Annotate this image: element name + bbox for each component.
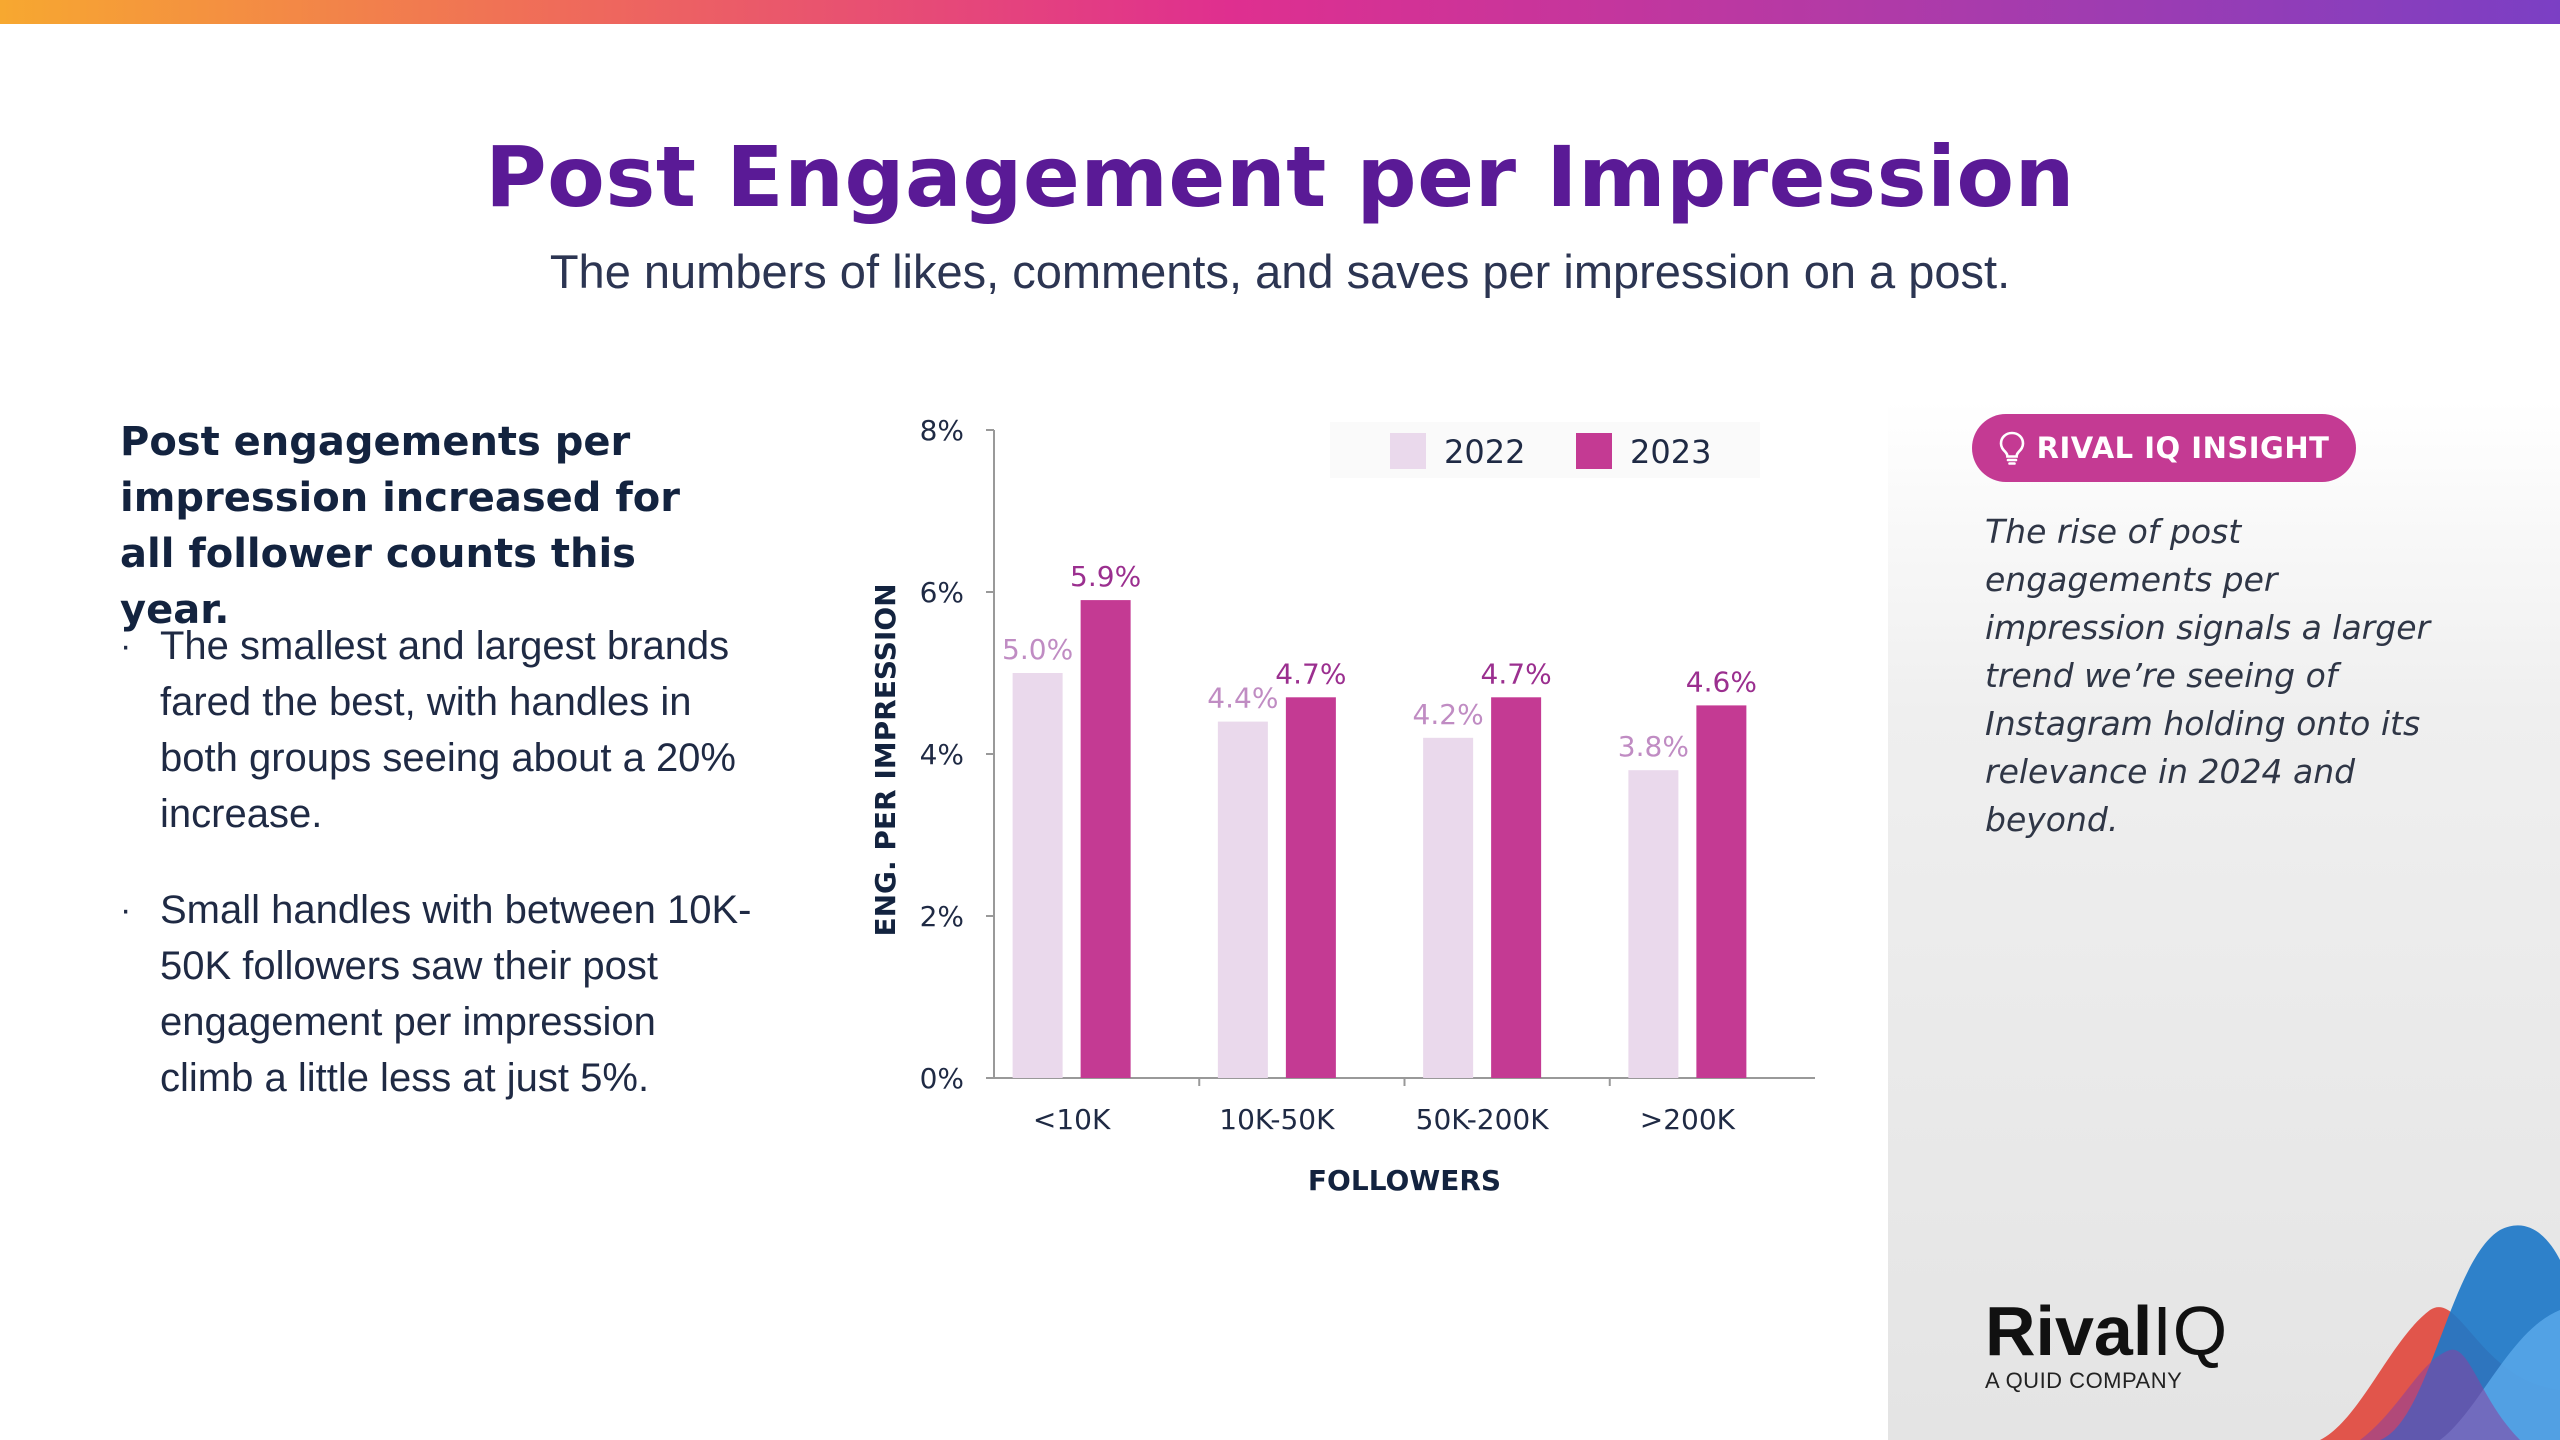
bar-2023 — [1696, 705, 1747, 1078]
logo-word-rival: Rival — [1985, 1292, 2153, 1370]
page-title: Post Engagement per Impression — [485, 128, 2075, 226]
bar-2022 — [1628, 770, 1679, 1078]
page-subtitle: The numbers of likes, comments, and save… — [549, 245, 2011, 298]
insight-panel-background — [1888, 400, 2560, 1440]
bullet-text: The smallest and largest brands fared th… — [160, 624, 736, 836]
legend-swatch-2023 — [1576, 433, 1612, 469]
lightbulb-icon — [1999, 431, 2024, 465]
x-tick-label: <10K — [1033, 1103, 1111, 1136]
insight-text: The rise of post engagements per impress… — [1985, 512, 2431, 839]
logo-wordmark: RivalIQ — [1985, 1296, 2285, 1366]
data-label-2023: 5.9% — [1070, 560, 1141, 593]
logo-word-iq: IQ — [2152, 1292, 2229, 1370]
legend-label-2022: 2022 — [1444, 433, 1525, 471]
insight-badge: RIVAL IQ INSIGHT — [1972, 414, 2356, 482]
data-label-2022: 5.0% — [1002, 633, 1073, 666]
y-tick-label: 8% — [920, 414, 964, 447]
x-tick-label: 50K-200K — [1416, 1103, 1550, 1136]
y-tick-label: 4% — [920, 738, 964, 771]
decorative-waves-icon — [2320, 1225, 2560, 1440]
x-tick-label: 10K-50K — [1219, 1103, 1335, 1136]
legend-swatch-2022 — [1390, 433, 1426, 469]
x-tick-label: >200K — [1640, 1103, 1736, 1136]
x-axis-label: FOLLOWERS — [1308, 1164, 1501, 1197]
y-tick-label: 2% — [920, 900, 964, 933]
bullet-item: · Small handles with between 10K-50K fol… — [120, 882, 760, 1106]
top-gradient-bar — [0, 0, 2560, 24]
bullet-dot-icon: · — [120, 891, 132, 929]
summary-heading: Post engagements per impression increase… — [120, 419, 680, 633]
data-label-2023: 4.6% — [1686, 665, 1757, 698]
y-tick-label: 0% — [920, 1062, 964, 1095]
bullet-item: · The smallest and largest brands fared … — [120, 618, 760, 842]
data-label-2023: 4.7% — [1275, 657, 1346, 690]
summary-bullets: · The smallest and largest brands fared … — [120, 618, 760, 1146]
bullet-text: Small handles with between 10K-50K follo… — [160, 888, 752, 1100]
data-label-2022: 4.2% — [1413, 698, 1484, 731]
legend-label-2023: 2023 — [1630, 433, 1711, 471]
bar-2023 — [1080, 600, 1131, 1078]
data-label-2022: 4.4% — [1207, 682, 1278, 715]
data-label-2023: 4.7% — [1481, 657, 1552, 690]
rival-iq-logo: RivalIQ A QUID COMPANY — [1985, 1296, 2285, 1394]
bullet-dot-icon: · — [120, 627, 132, 665]
insight-badge-label: RIVAL IQ INSIGHT — [2036, 431, 2330, 465]
bar-2023 — [1285, 697, 1336, 1078]
bar-2022 — [1217, 721, 1268, 1078]
bar-2023 — [1491, 697, 1542, 1078]
logo-tagline: A QUID COMPANY — [1985, 1368, 2183, 1393]
bar-2022 — [1012, 673, 1063, 1078]
y-tick-label: 6% — [920, 576, 964, 609]
y-axis-label: ENG. PER IMPRESSION — [869, 583, 902, 936]
bar-2022 — [1423, 737, 1474, 1078]
data-label-2022: 3.8% — [1618, 730, 1689, 763]
